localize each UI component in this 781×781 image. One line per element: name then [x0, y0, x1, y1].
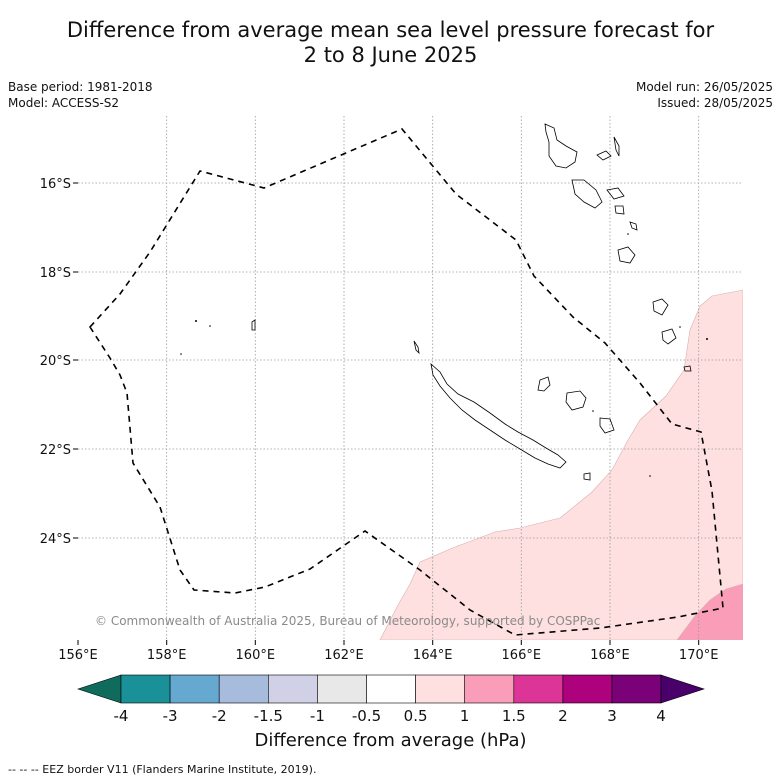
colorbar-label: 1.5	[502, 707, 526, 725]
colorbar-label: -4	[114, 707, 129, 725]
lon-tick-label: 160°E	[236, 648, 276, 663]
colorbar-label: 2	[558, 707, 568, 725]
new-caledonia-coastline	[430, 362, 567, 469]
colorbar-labels: -4 -3 -2 -1.5 -1 -0.5 0.5 1 1.5 2 3 4	[114, 707, 666, 725]
colorbar-label: 0.5	[404, 707, 428, 725]
anomaly-region-1-1.5	[676, 583, 743, 640]
model-run: Model run: 26/05/2025	[635, 80, 773, 94]
anomaly-region-0.5-1	[379, 289, 743, 640]
colorbar-label: 3	[607, 707, 617, 725]
isle-of-pines	[583, 472, 591, 481]
eez-footnote: -- -- -- EEZ border V11 (Flanders Marine…	[8, 763, 317, 776]
colorbar-bin	[169, 674, 220, 704]
lat-tick-label: 24°S	[40, 532, 71, 547]
lon-tick-label: 164°E	[413, 648, 453, 663]
colorbar-label: -3	[163, 707, 178, 725]
colorbar-label: 1	[460, 707, 470, 725]
lat-tick-label: 22°S	[40, 443, 71, 458]
espiritu-santo	[544, 123, 578, 169]
base-period: Base period: 1981-2018	[8, 80, 153, 94]
colorbar-label: -1.5	[254, 707, 283, 725]
title-line-2: 2 to 8 June 2025	[303, 43, 478, 67]
shepherd-islands	[629, 221, 638, 231]
lat-tick-label: 20°S	[40, 354, 71, 369]
copyright-notice: © Commonwealth of Australia 2025, Bureau…	[95, 614, 601, 628]
tanna	[661, 328, 677, 345]
small-islets	[180, 233, 708, 477]
ambae	[596, 150, 612, 161]
lon-tick-label: 162°E	[324, 648, 364, 663]
ambrym	[606, 187, 625, 200]
colorbar-bin	[218, 674, 269, 704]
colorbar-label: 4	[656, 707, 666, 725]
loyalty-island-mare	[599, 417, 615, 434]
lat-tick-label: 18°S	[40, 266, 71, 281]
lon-ticks: 156°E 158°E 160°E 162°E 164°E 166°E 168°…	[58, 640, 718, 663]
loyalty-island-ouvea	[537, 376, 551, 392]
epi	[614, 205, 625, 215]
colorbar-label: -2	[212, 707, 227, 725]
malekula	[571, 179, 603, 209]
colorbar	[77, 674, 705, 704]
lat-tick-label: 16°S	[40, 177, 71, 192]
colorbar-bin	[267, 674, 318, 704]
lon-tick-label: 168°E	[590, 648, 630, 663]
model-name: Model: ACCESS-S2	[8, 96, 120, 110]
colorbar-extend-high	[660, 674, 705, 704]
issued-date: Issued: 28/05/2025	[657, 96, 773, 110]
belep-island	[413, 340, 420, 355]
colorbar-bin	[366, 674, 416, 704]
colorbar-label: -0.5	[352, 707, 381, 725]
colorbar-bin	[513, 674, 564, 704]
lon-tick-label: 158°E	[147, 648, 187, 663]
anomaly-shading	[379, 289, 743, 640]
erromango	[652, 298, 669, 316]
meta-left: Base period: 1981-2018 Model: ACCESS-S2	[8, 79, 153, 111]
efate	[617, 246, 636, 264]
coastlines	[251, 123, 692, 481]
lon-tick-label: 170°E	[679, 648, 719, 663]
colorbar-title: Difference from average (hPa)	[254, 730, 527, 751]
chart-title: Difference from average mean sea level p…	[0, 18, 781, 68]
colorbar-bin	[611, 674, 662, 704]
lon-tick-label: 166°E	[502, 648, 542, 663]
loyalty-island-lifou	[565, 390, 587, 411]
colorbar-bin	[562, 674, 613, 704]
aneityum	[683, 365, 692, 372]
meta-right: Model run: 26/05/2025 Issued: 28/05/2025	[636, 79, 773, 111]
gridlines	[78, 116, 743, 640]
title-line-1: Difference from average mean sea level p…	[66, 18, 715, 42]
lat-ticks: 16°S 18°S 20°S 22°S 24°S	[40, 177, 78, 547]
chesterfield-islet-1	[251, 319, 256, 331]
colorbar-label: -1	[310, 707, 325, 725]
colorbar-bin	[464, 674, 515, 704]
maewo-pentecost	[613, 136, 620, 157]
colorbar-bin	[415, 674, 466, 704]
lon-tick-label: 156°E	[58, 648, 98, 663]
colorbar-bin	[317, 674, 367, 704]
colorbar-bin	[120, 674, 171, 704]
colorbar-extend-low	[77, 674, 122, 704]
